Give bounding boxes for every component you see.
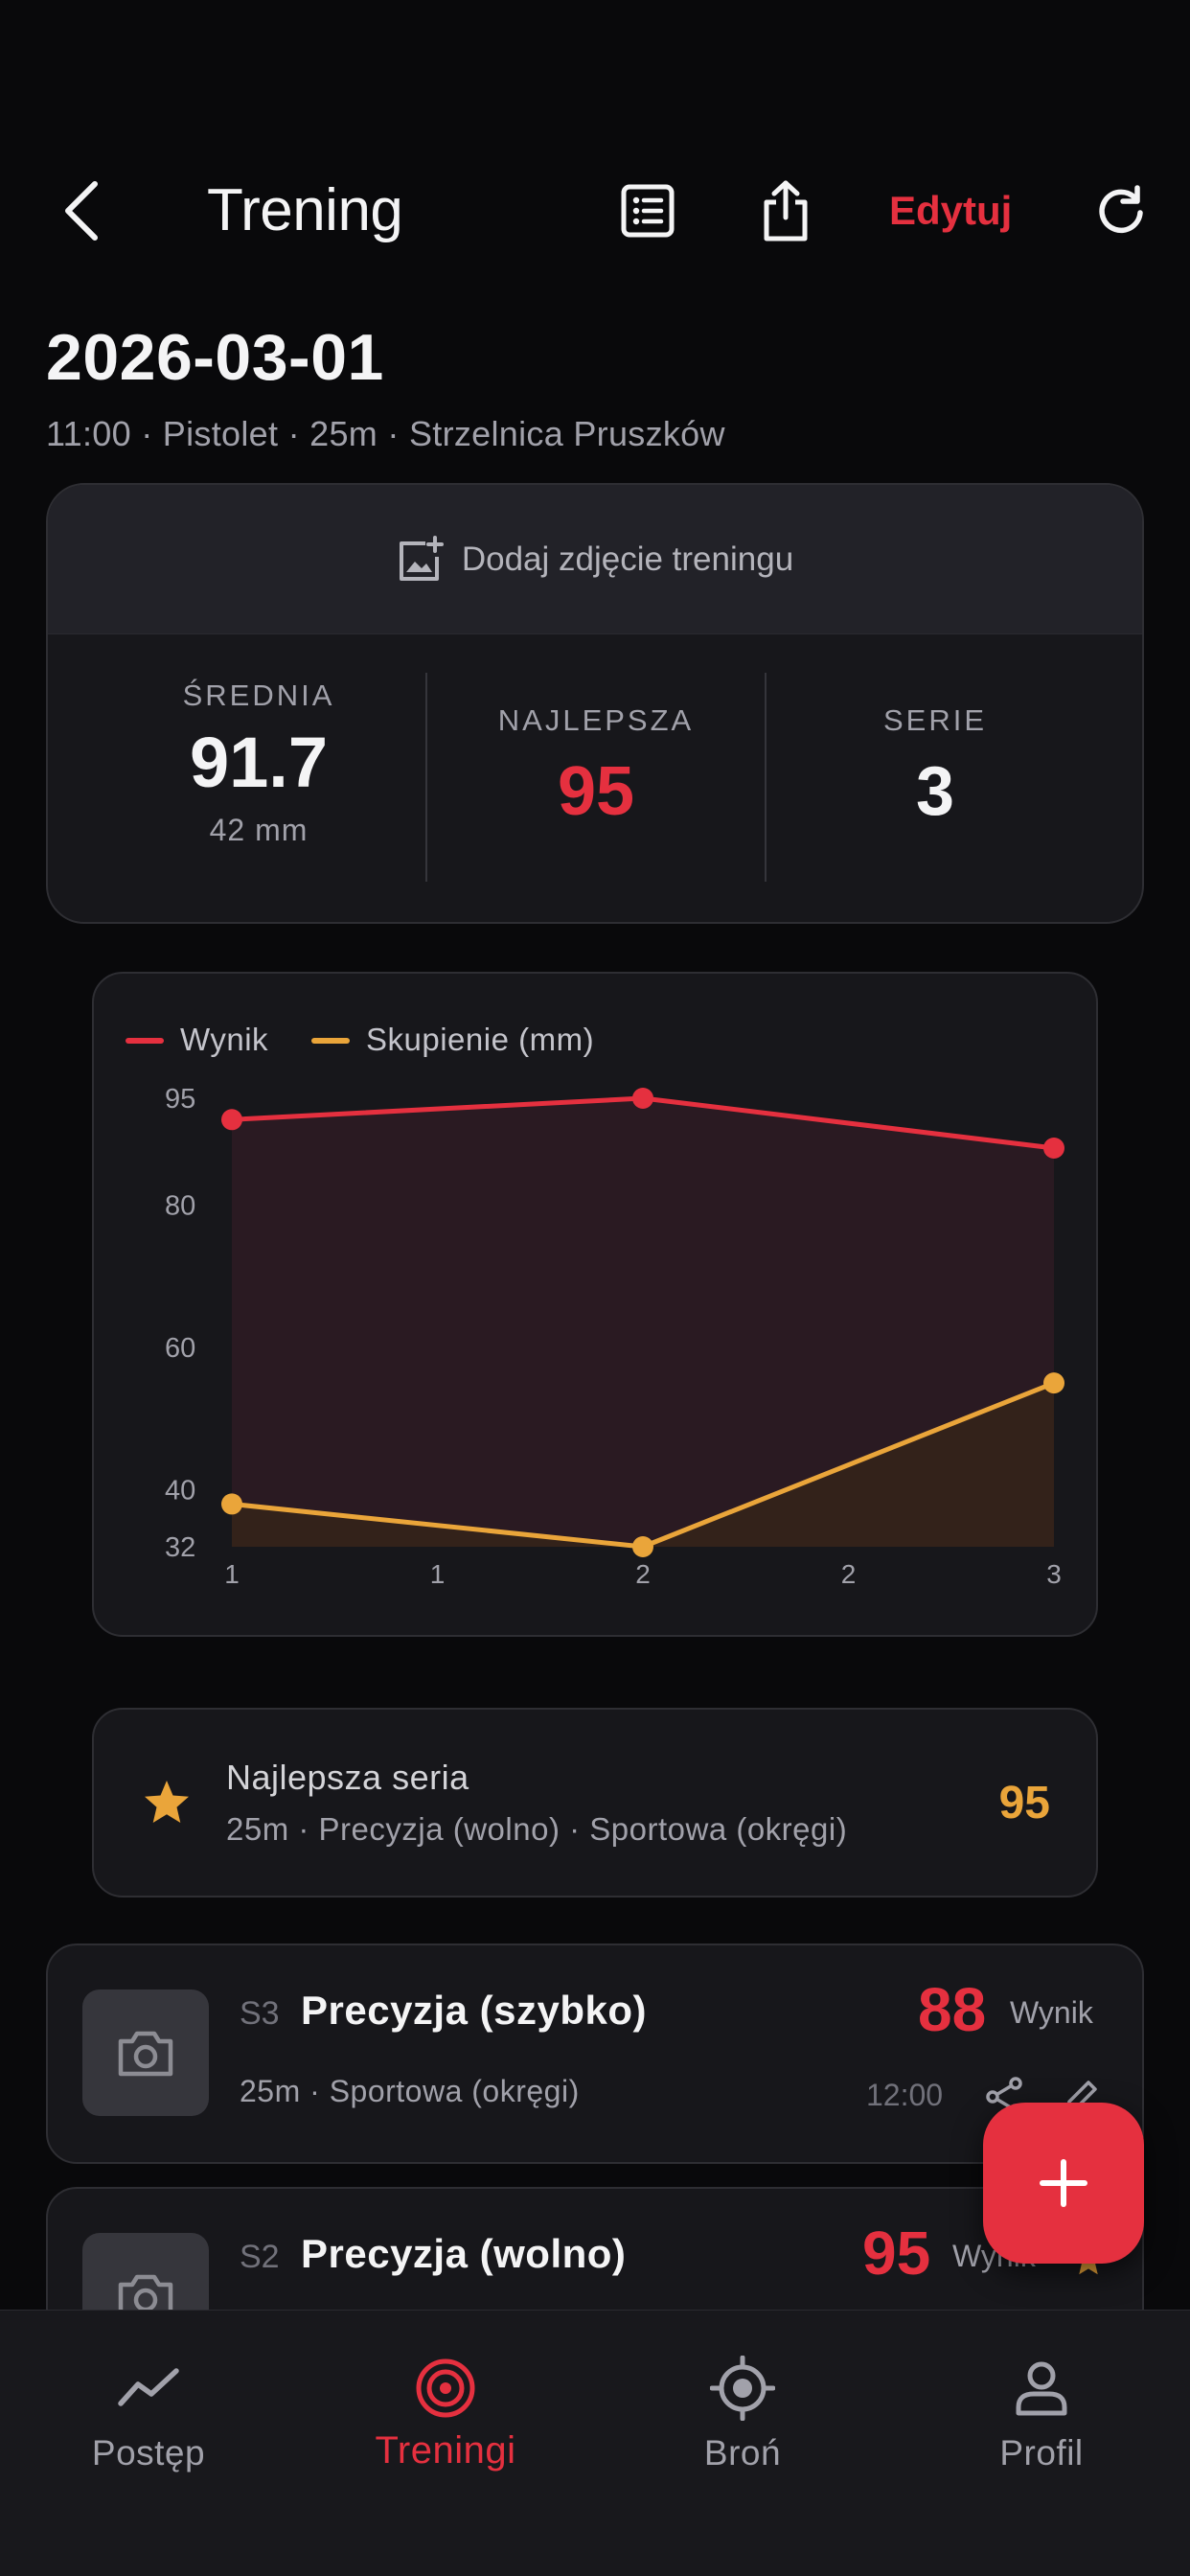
camera-icon xyxy=(118,2031,173,2077)
series-name: Precyzja (szybko) xyxy=(301,1988,647,2033)
data-point xyxy=(632,1088,653,1109)
stat-series-label: SERIE xyxy=(882,703,988,737)
back-button[interactable] xyxy=(48,174,115,247)
series-number: S3 xyxy=(240,1995,280,2032)
star-icon xyxy=(145,1781,189,1823)
tab-label: Postęp xyxy=(91,2433,206,2472)
data-point xyxy=(221,1109,242,1131)
tab-label: Broń xyxy=(703,2433,782,2472)
tab-trainings[interactable]: Treningi xyxy=(297,2311,594,2502)
data-point xyxy=(221,1493,242,1515)
add-series-button[interactable] xyxy=(983,2103,1144,2264)
data-point xyxy=(632,1536,653,1557)
tab-progress[interactable]: Postęp xyxy=(0,2311,297,2502)
data-point xyxy=(1043,1138,1064,1159)
series-score: 88 xyxy=(918,1975,987,2044)
divider xyxy=(425,673,427,882)
person-icon xyxy=(998,2345,1085,2431)
add-photo-icon xyxy=(399,535,444,581)
series-area xyxy=(232,1098,1054,1547)
add-photo-label: Dodaj zdjęcie treningu xyxy=(461,540,794,578)
y-tick-label: 32 xyxy=(165,1532,195,1563)
stat-best-value: 95 xyxy=(557,753,635,830)
stat-best-label: NAJLEPSZA xyxy=(497,703,695,737)
legend-label: Skupienie (mm) xyxy=(366,1022,594,1057)
share-icon xyxy=(764,180,808,242)
refresh-icon xyxy=(1099,185,1143,234)
series-name: Precyzja (wolno) xyxy=(301,2231,627,2276)
series-meta: 25m · Sportowa (okręgi) xyxy=(240,2074,580,2108)
progress-chart-card: 95 80 60 40 32 1 1 2 2 3 Wynik Skupienie (mm) xyxy=(92,972,1098,1637)
list-icon xyxy=(621,184,675,238)
list-view-button[interactable] xyxy=(611,174,684,247)
series-number: S2 xyxy=(240,2239,280,2275)
x-tick-label: 3 xyxy=(1046,1559,1062,1589)
stat-series: SERIE 3 xyxy=(767,634,1104,922)
stat-average-value: 91.7 xyxy=(189,723,329,802)
stats-row: ŚREDNIA 91.7 42 mm NAJLEPSZA 95 SERIE 3 xyxy=(48,634,1142,922)
series-time: 12:00 xyxy=(866,2078,944,2112)
y-tick-label: 40 xyxy=(165,1476,195,1506)
session-date: 2026-03-01 xyxy=(46,321,384,394)
y-tick-label: 80 xyxy=(165,1190,195,1221)
tab-label: Profil xyxy=(999,2433,1084,2472)
stat-series-value: 3 xyxy=(915,753,955,830)
y-tick-label: 95 xyxy=(165,1084,195,1115)
best-series-title: Najlepsza seria xyxy=(226,1758,469,1797)
chevron-left-icon xyxy=(65,181,98,241)
progress-chart: 95 80 60 40 32 1 1 2 2 3 Wynik Skupienie (mm) xyxy=(126,1022,1064,1589)
tab-label: Treningi xyxy=(375,2429,516,2472)
crosshair-icon xyxy=(699,2345,786,2431)
divider xyxy=(765,673,767,882)
stat-average-sub: 42 mm xyxy=(209,813,309,847)
top-bar: Trening Edytuj xyxy=(0,163,1190,259)
best-series-score: 95 xyxy=(998,1778,1050,1828)
x-tick-label: 2 xyxy=(841,1559,857,1589)
tab-weapons[interactable]: Broń xyxy=(594,2311,891,2502)
data-point xyxy=(1043,1372,1064,1394)
series-area xyxy=(232,1383,1054,1547)
series-card[interactable]: S3 Precyzja (szybko) 25m · Sportowa (okr… xyxy=(46,1944,1144,2164)
bottom-tab-bar: Postęp Treningi Broń xyxy=(0,2310,1190,2576)
refresh-button[interactable] xyxy=(1085,174,1157,247)
stat-average-label: ŚREDNIA xyxy=(182,678,335,712)
x-tick-label: 1 xyxy=(224,1559,240,1589)
plus-icon xyxy=(1040,2159,1087,2207)
best-series-card[interactable]: Najlepsza seria 25m · Precyzja (wolno) ·… xyxy=(92,1708,1098,1898)
add-photo-button[interactable]: Dodaj zdjęcie treningu xyxy=(48,485,1142,634)
best-series-subtitle: 25m · Precyzja (wolno) · Sportowa (okręg… xyxy=(226,1811,848,1847)
stat-average: ŚREDNIA 91.7 42 mm xyxy=(86,634,431,922)
legend-label: Wynik xyxy=(180,1022,268,1057)
page-title: Trening xyxy=(207,177,403,243)
session-summary-card: Dodaj zdjęcie treningu ŚREDNIA 91.7 42 m… xyxy=(46,483,1144,924)
edit-button[interactable]: Edytuj xyxy=(889,188,1013,233)
x-tick-label: 2 xyxy=(635,1559,651,1589)
series-photo-placeholder[interactable] xyxy=(82,1990,209,2116)
session-subtitle: 11:00 · Pistolet · 25m · Strzelnica Prus… xyxy=(46,414,725,453)
series-score-label: Wynik xyxy=(1010,1995,1093,2030)
series-score: 95 xyxy=(862,2219,931,2288)
tab-profile[interactable]: Profil xyxy=(893,2311,1190,2502)
y-tick-label: 60 xyxy=(165,1333,195,1364)
target-icon xyxy=(402,2345,489,2431)
trend-icon xyxy=(105,2345,192,2431)
stat-best: NAJLEPSZA 95 xyxy=(427,634,765,922)
share-button[interactable] xyxy=(749,174,822,247)
x-tick-label: 1 xyxy=(430,1559,446,1589)
